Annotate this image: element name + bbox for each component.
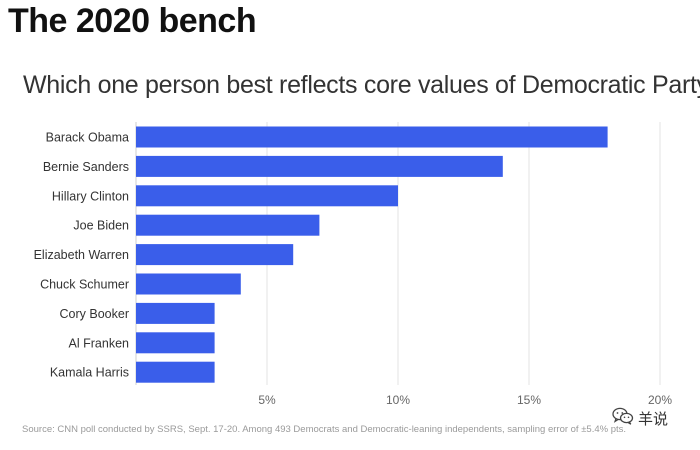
bar: [136, 244, 294, 266]
category-label: Elizabeth Warren: [34, 248, 129, 262]
category-label: Al Franken: [69, 336, 129, 350]
category-label: Chuck Schumer: [40, 278, 129, 292]
category-label: Joe Biden: [73, 219, 129, 233]
bar: [136, 361, 215, 383]
wechat-icon: [612, 407, 634, 430]
watermark-text: 羊说: [638, 410, 669, 428]
category-label: Barack Obama: [46, 131, 129, 145]
chart-title: Which one person best reflects core valu…: [23, 71, 700, 99]
bar: [136, 302, 215, 324]
source-note: Source: CNN poll conducted by SSRS, Sept…: [22, 424, 627, 435]
category-label: Cory Booker: [60, 307, 129, 321]
category-label: Kamala Harris: [50, 366, 129, 380]
category-label: Bernie Sanders: [43, 160, 129, 174]
x-tick-label: 10%: [386, 393, 410, 407]
bar: [136, 273, 241, 295]
x-tick-label: 15%: [517, 393, 541, 407]
category-label: Hillary Clinton: [52, 189, 129, 203]
watermark: 羊说: [612, 407, 668, 430]
bar: [136, 126, 608, 148]
page-title: The 2020 bench: [8, 2, 257, 40]
bar: [136, 214, 320, 236]
x-tick-label: 5%: [258, 393, 276, 407]
x-tick-label: 20%: [648, 393, 672, 407]
bar: [136, 332, 215, 354]
bar: [136, 155, 503, 177]
bar: [136, 185, 398, 207]
